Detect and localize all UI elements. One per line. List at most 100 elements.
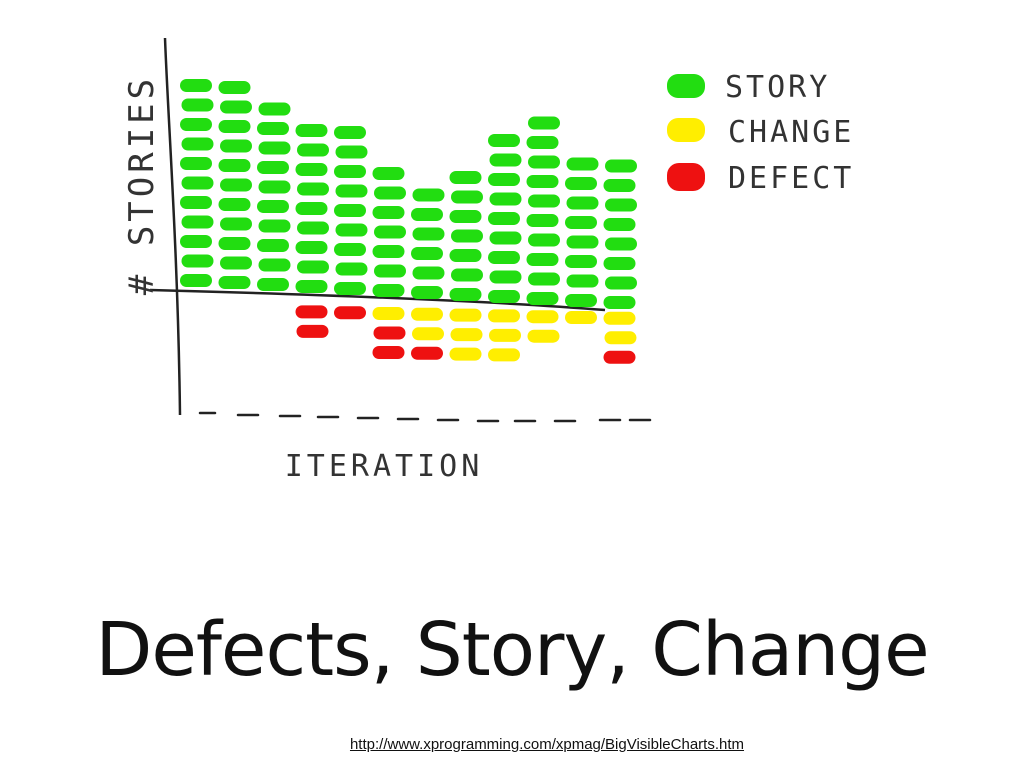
change-block: [411, 307, 443, 321]
story-block: [335, 223, 368, 237]
story-block: [565, 216, 597, 229]
story-block: [526, 214, 559, 227]
story-block: [372, 206, 405, 219]
story-block: [488, 173, 520, 186]
story-block: [528, 233, 560, 247]
story-block: [605, 237, 637, 251]
change-block: [527, 329, 560, 343]
story-block: [526, 253, 559, 266]
story-block: [526, 175, 559, 188]
legend-swatch-change: [667, 118, 705, 142]
defect-block: [411, 346, 443, 360]
story-block: [258, 141, 291, 155]
story-block: [218, 198, 251, 211]
change-block: [489, 328, 521, 342]
change-block: [488, 348, 520, 362]
change-block: [449, 347, 482, 361]
slide-title: Defects, Story, Change: [95, 607, 929, 693]
story-block: [528, 194, 560, 208]
story-block: [528, 272, 560, 286]
iteration-dashes: [198, 411, 652, 423]
story-block: [220, 139, 252, 153]
story-block: [258, 102, 291, 116]
story-block: [451, 229, 483, 243]
legend-label-defect: DEFECT: [728, 161, 854, 196]
story-block: [258, 180, 291, 194]
story-block: [451, 190, 483, 204]
defect-block: [372, 346, 405, 359]
legend-swatch-story: [667, 74, 705, 98]
story-block: [449, 171, 482, 184]
defect-block: [295, 305, 328, 319]
story-block: [565, 177, 597, 190]
story-block: [411, 286, 443, 299]
story-block: [180, 196, 212, 209]
story-block: [603, 179, 636, 192]
story-block: [605, 198, 637, 212]
story-block: [412, 266, 445, 280]
source-link[interactable]: http://www.xprogramming.com/xpmag/BigVis…: [349, 736, 745, 753]
story-block: [412, 188, 445, 202]
story-block: [258, 219, 291, 233]
legend-label-change: CHANGE: [728, 115, 854, 150]
story-block: [566, 196, 599, 210]
story-block: [334, 243, 366, 256]
story-block: [374, 264, 406, 278]
story-block: [566, 235, 599, 249]
change-block: [565, 311, 597, 324]
story-block: [220, 100, 252, 114]
story-block: [372, 245, 405, 258]
story-block: [218, 120, 251, 133]
change-block: [449, 308, 482, 322]
legend-swatch-defect: [667, 163, 705, 191]
story-block: [334, 165, 366, 178]
story-block: [180, 79, 212, 92]
story-block: [335, 262, 368, 276]
change-block: [488, 309, 520, 323]
chart-blocks: [180, 79, 637, 364]
story-block: [603, 257, 636, 270]
story-block: [295, 280, 328, 293]
story-block: [566, 274, 599, 288]
story-block: [218, 81, 251, 94]
story-block: [181, 215, 214, 229]
defect-block: [296, 324, 329, 338]
story-block: [528, 116, 560, 130]
story-block: [411, 247, 443, 260]
story-block: [295, 163, 328, 176]
story-block: [603, 296, 636, 309]
story-block: [295, 241, 328, 254]
story-block: [372, 284, 405, 297]
story-block: [218, 237, 251, 250]
story-block: [605, 276, 637, 290]
change-block: [372, 307, 405, 320]
story-block: [488, 290, 520, 303]
story-block: [374, 225, 406, 239]
story-block: [181, 176, 214, 190]
y-axis: [163, 37, 182, 416]
story-block: [257, 239, 289, 252]
story-block: [488, 134, 520, 147]
story-block: [526, 136, 559, 149]
legend: STORY CHANGE DEFECT: [667, 70, 854, 196]
change-block: [604, 331, 637, 345]
story-block: [257, 278, 289, 291]
story-block: [257, 122, 289, 135]
story-block: [566, 157, 599, 171]
story-block: [180, 235, 212, 248]
story-block: [335, 184, 368, 198]
story-block: [374, 186, 406, 200]
story-block: [489, 153, 522, 167]
story-block: [603, 218, 636, 231]
story-block: [218, 159, 251, 172]
story-block: [335, 145, 368, 159]
story-block: [181, 98, 214, 112]
story-block: [526, 292, 559, 305]
story-block: [180, 274, 212, 287]
change-block: [450, 328, 483, 342]
story-block: [297, 143, 329, 157]
story-block: [220, 256, 252, 270]
story-block: [180, 118, 212, 131]
story-block: [220, 178, 252, 192]
story-block: [489, 192, 522, 206]
